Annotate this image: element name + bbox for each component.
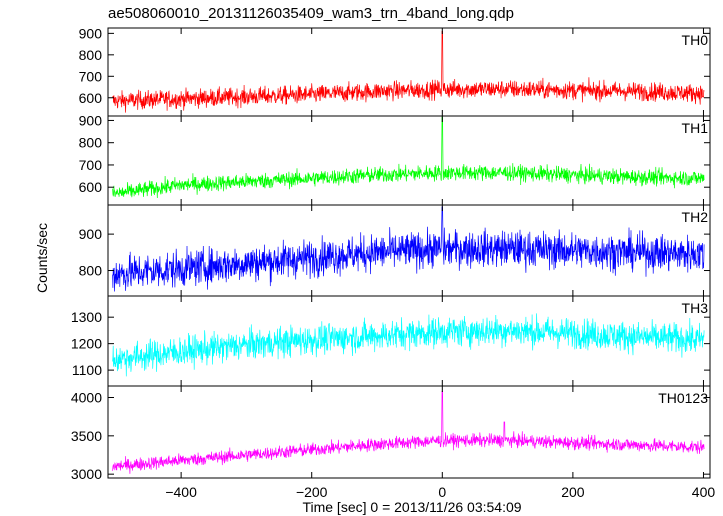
panel-frame: [107, 385, 711, 479]
panel-frame: [107, 115, 711, 206]
panel-th0123: 3000 3500 4000 TH0123: [71, 385, 711, 482]
y-tick-label: 700: [79, 157, 103, 173]
y-tick-label: 4000: [71, 390, 102, 406]
y-tick-label: 600: [79, 90, 103, 106]
y-tick-label: 900: [79, 112, 103, 128]
y-tick-label: 800: [79, 135, 103, 151]
y-tick-label: 3000: [71, 466, 102, 482]
series-label: TH0123: [658, 390, 708, 406]
y-axis-label: Counts/sec: [34, 223, 50, 293]
series-line-th2: [112, 206, 705, 292]
y-tick-label: 600: [79, 179, 103, 195]
y-tick-label: 1200: [71, 336, 102, 352]
series-label: TH0: [682, 32, 709, 48]
series-line-th3: [112, 313, 705, 377]
y-tick-label: 1100: [72, 362, 102, 378]
panel-th1: 600 700 800 900 TH1: [79, 112, 711, 206]
series-line-th1: [112, 116, 705, 199]
y-tick-label: 900: [79, 226, 103, 242]
panel-th3: 1100 1200 1300 TH3: [71, 295, 711, 387]
panel-th2: 800 900 TH2: [79, 204, 711, 297]
panels-group: 600 700 800 900 TH0 600 700 800 900 TH1 800 900 TH2 1…: [71, 25, 716, 500]
y-tick-label: 1300: [71, 309, 102, 325]
series-line-th0: [112, 30, 705, 113]
x-tick-label: 400: [692, 484, 716, 500]
x-tick-label: −400: [165, 484, 197, 500]
chart-title: ae508060010_20131126035409_wam3_trn_4ban…: [108, 5, 514, 22]
series-label: TH1: [682, 120, 709, 136]
panel-th0: 600 700 800 900 TH0: [79, 25, 711, 117]
y-tick-label: 800: [79, 263, 103, 279]
y-tick-label: 700: [79, 68, 103, 84]
y-tick-label: 3500: [71, 428, 102, 444]
series-label: TH3: [682, 300, 709, 316]
y-tick-label: 800: [79, 47, 103, 63]
y-tick-label: 900: [79, 25, 103, 41]
x-tick-label: −200: [296, 484, 328, 500]
x-tick-label: 0: [438, 484, 446, 500]
series-line-th0123: [112, 391, 705, 474]
x-axis-label: Time [sec] 0 = 2013/11/26 03:54:09: [302, 499, 521, 515]
x-tick-label: 200: [561, 484, 585, 500]
series-label: TH2: [682, 209, 709, 225]
